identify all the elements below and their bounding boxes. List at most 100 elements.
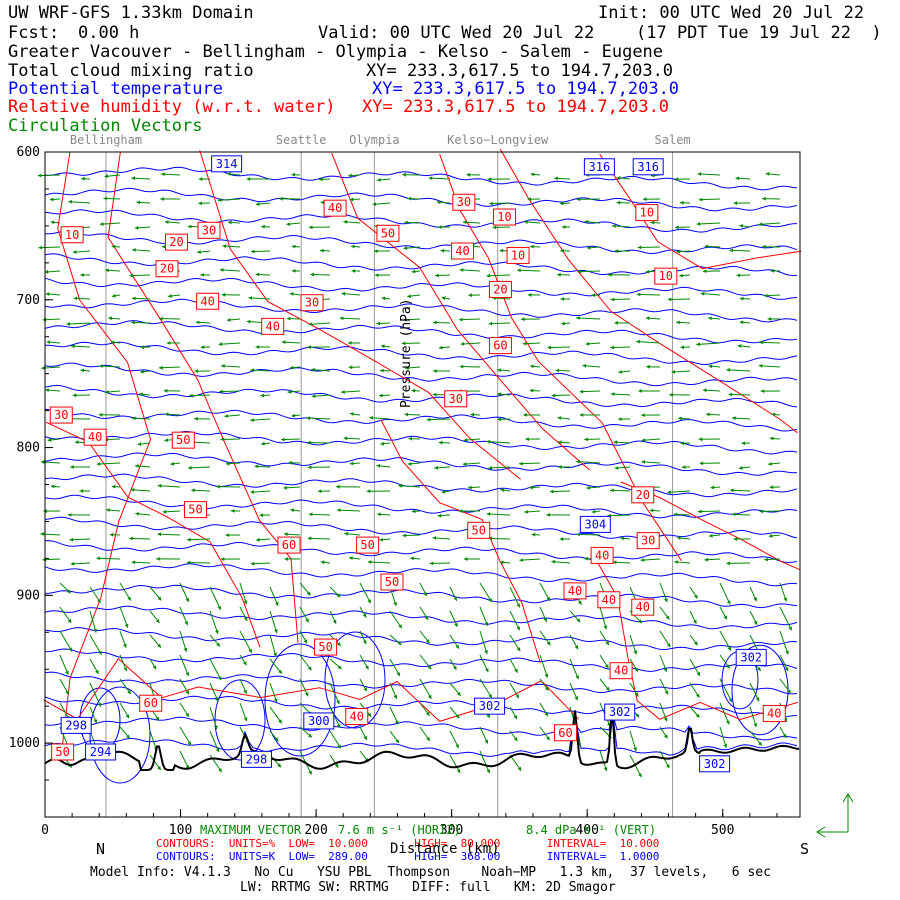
vector-arrow [497, 417, 511, 422]
vector-arrow [187, 537, 211, 542]
vector-arrow [228, 220, 241, 225]
vector-arrow [557, 272, 571, 277]
vector-arrow [289, 365, 301, 370]
vector-arrow [104, 174, 121, 178]
vector-arrow [351, 269, 361, 273]
vector-arrow [669, 392, 691, 397]
theta-contour [44, 430, 798, 455]
vector-arrow [343, 220, 361, 224]
vector-arrow [708, 533, 721, 538]
vector-arrow [719, 606, 728, 620]
vector-arrow [225, 533, 241, 537]
vector-arrow [389, 634, 402, 646]
theta-contour [89, 686, 151, 784]
theta-label: 302 [735, 648, 767, 666]
vector-arrow [198, 201, 211, 206]
vector-arrow [186, 560, 211, 565]
vector-arrow [612, 560, 631, 565]
vector-arrow [129, 536, 151, 541]
horiz-vector-scale: 7.6 m s⁻¹ (HORIZ) [338, 823, 461, 837]
theta-contour [44, 384, 798, 408]
rh-label: 50 [183, 501, 207, 519]
vector-arrow [706, 412, 721, 417]
vector-arrow [250, 490, 271, 494]
vector-arrow [539, 678, 549, 692]
vector-arrow [659, 582, 668, 603]
vector-arrow [676, 536, 691, 540]
vector-arrow [286, 222, 301, 226]
svg-text:40: 40 [350, 710, 364, 724]
vector-arrow [702, 269, 721, 274]
rh-label: 40 [323, 199, 347, 217]
north-label: N [96, 840, 106, 858]
vector-arrow [497, 392, 511, 397]
vector-arrow [255, 272, 271, 277]
model-info-2: LW: RRTMG SW: RRTMG DIFF: full KM: 2D Sm… [240, 880, 616, 895]
theta-contour [44, 320, 798, 344]
svg-text:50: 50 [176, 433, 190, 447]
rh-label: 10 [654, 267, 678, 285]
vector-arrow [696, 222, 721, 226]
rh-contour [599, 153, 802, 270]
vector-arrow [104, 437, 121, 442]
vector-arrow [189, 393, 211, 398]
vector-arrow [307, 465, 331, 470]
vector-arrow [349, 556, 361, 560]
theta-contour [44, 230, 798, 255]
rh-contour [57, 152, 152, 758]
rh-label: 10 [506, 246, 530, 264]
svg-text:20: 20 [493, 282, 507, 296]
vector-arrow [256, 537, 271, 542]
region-title: Greater Vacouver - Bellingham - Olympia … [8, 42, 664, 62]
theta-contour [44, 714, 798, 757]
vector-arrow [509, 658, 519, 674]
vector-arrow [492, 225, 511, 230]
vector-arrow [286, 316, 301, 321]
theta-contour [214, 679, 266, 761]
vector-arrow [779, 726, 787, 739]
vector-arrow [779, 630, 789, 655]
vector-arrow [419, 702, 430, 717]
rh-label: 10 [635, 204, 659, 222]
vector-arrow [667, 490, 691, 495]
rh-label: 40 [597, 591, 621, 609]
svg-text:50: 50 [381, 226, 395, 240]
vector-arrow [80, 273, 91, 277]
vector-arrow [290, 508, 301, 513]
field-theta: Potential temperature [8, 79, 223, 99]
vector-arrow [310, 272, 331, 277]
svg-text:294: 294 [90, 745, 112, 759]
vector-arrow [89, 610, 97, 633]
vector-arrow [299, 654, 312, 671]
vector-arrow [610, 297, 631, 302]
vector-arrow [759, 509, 781, 514]
vector-arrow [708, 316, 721, 321]
svg-text:10: 10 [65, 228, 79, 242]
svg-text:50: 50 [472, 523, 486, 537]
rh-contour [380, 419, 541, 664]
vector-arrow [576, 532, 601, 537]
rh-label: 30 [197, 221, 221, 239]
vector-arrow [524, 220, 541, 224]
vector-arrow [599, 630, 610, 646]
vector-arrow [699, 461, 721, 466]
vector-arrow [179, 654, 190, 677]
theta-contour [44, 648, 798, 672]
vector-arrow [40, 532, 61, 536]
vector-arrow [599, 654, 609, 669]
theta-contour [44, 187, 798, 212]
vector-arrow [576, 316, 601, 320]
vector-arrow [70, 465, 91, 469]
vector-arrow [525, 437, 541, 441]
vector-arrow [311, 367, 331, 372]
vector-arrow [162, 509, 181, 514]
vector-arrow [44, 269, 61, 274]
vector-arrow [380, 368, 391, 373]
vector-arrow [279, 196, 301, 201]
field-rh: Relative humidity (w.r.t. water) [8, 97, 336, 117]
vector-arrow [509, 706, 518, 720]
vector-arrow [610, 488, 631, 493]
svg-text:40: 40 [568, 584, 582, 598]
vector-arrow [675, 225, 691, 230]
vector-arrow [522, 341, 541, 346]
